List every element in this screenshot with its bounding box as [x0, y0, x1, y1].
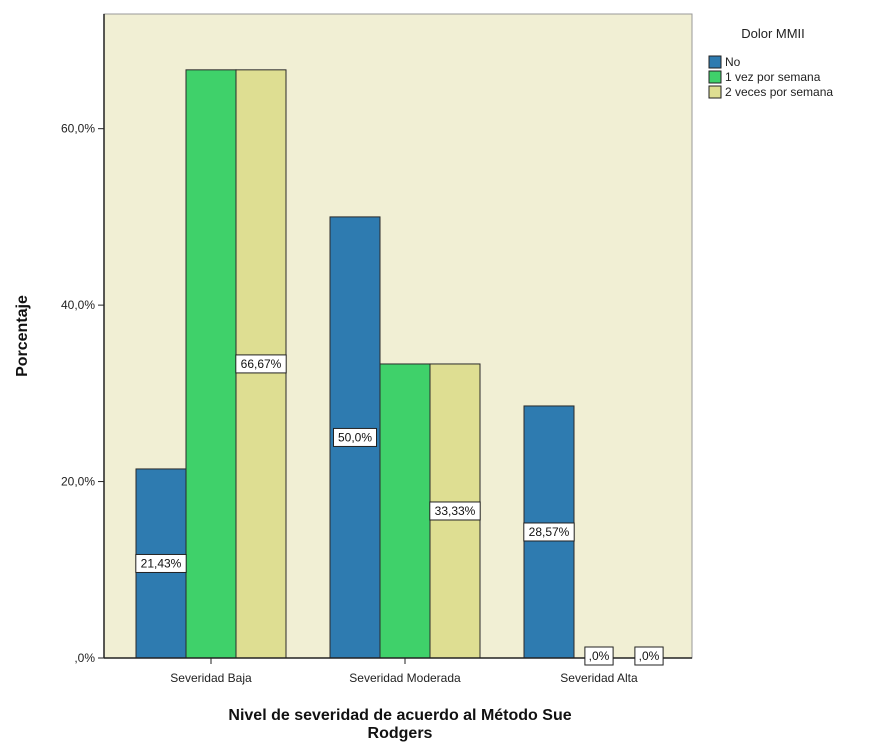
- y-tick-label: 40,0%: [61, 298, 95, 312]
- data-label: 33,33%: [435, 504, 476, 518]
- legend-label: 2 veces por semana: [725, 85, 833, 99]
- data-label-box: [523, 522, 575, 542]
- data-label-box: [235, 354, 287, 374]
- x-tick-label: Severidad Moderada: [349, 671, 461, 685]
- bar: [185, 69, 237, 659]
- x-tick-label: Severidad Alta: [560, 671, 638, 685]
- x-axis-title: Nivel de severidad de acuerdo al Método …: [228, 707, 571, 742]
- data-label-box: [634, 646, 664, 666]
- data-label: 66,67%: [241, 357, 282, 371]
- legend-swatch: [708, 70, 722, 84]
- y-tick-label: ,0%: [74, 651, 95, 665]
- data-label-box: [584, 646, 614, 666]
- x-tick-label: Severidad Baja: [170, 671, 252, 685]
- data-labels-layer: 21,43% 50,0% 28,57% ,0% 66,67% 33,33% ,0%: [135, 354, 664, 666]
- data-label: ,0%: [589, 649, 610, 663]
- data-label: 21,43%: [141, 556, 182, 570]
- data-label: ,0%: [639, 649, 660, 663]
- legend-title: Dolor MMII: [741, 26, 805, 41]
- y-tick-label: 20,0%: [61, 475, 95, 489]
- data-label-box: [429, 501, 481, 521]
- data-label: 50,0%: [338, 430, 372, 444]
- legend-swatch: [708, 55, 722, 69]
- legend-swatch: [708, 85, 722, 99]
- y-tick-label: 60,0%: [61, 122, 95, 136]
- bar: [379, 363, 431, 659]
- data-label-box: [135, 553, 187, 573]
- legend-label: 1 vez por semana: [725, 70, 821, 84]
- legend-label: No: [725, 55, 741, 69]
- data-label-box: [333, 427, 377, 447]
- y-axis-title: Porcentaje: [14, 295, 31, 377]
- data-label: 28,57%: [529, 525, 570, 539]
